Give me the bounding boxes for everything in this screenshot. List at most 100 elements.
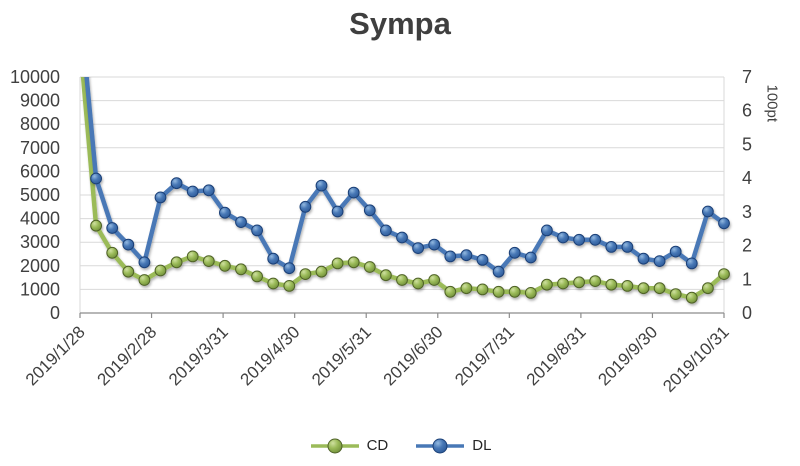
data-point-cd [621, 280, 634, 292]
data-point-dl [380, 224, 392, 237]
data-point-cd [186, 250, 199, 263]
data-point-cd [170, 256, 183, 269]
data-point-dl [122, 238, 135, 251]
data-point-cd [90, 219, 102, 232]
legend-item-cd: CD [309, 437, 389, 454]
gridlines [80, 76, 724, 290]
data-point-cd [154, 264, 167, 277]
data-point-cd [396, 274, 408, 286]
right-axis-tick-label: 4 [742, 168, 752, 188]
series-cd [80, 77, 730, 304]
data-point-cd [347, 256, 360, 269]
x-axis-tick-label: 2019/2/28 [93, 322, 160, 389]
data-point-dl [396, 231, 408, 244]
data-point-dl [315, 179, 328, 192]
data-point-dl [267, 252, 280, 265]
data-point-cd [444, 285, 457, 298]
data-point-dl [685, 257, 698, 270]
right-axis-tick-label: 0 [742, 303, 752, 323]
data-point-dl [476, 254, 489, 266]
data-point-cd [557, 277, 569, 290]
data-point-cd [653, 282, 666, 295]
data-point-dl [202, 184, 215, 197]
right-axis-tick-label: 2 [742, 236, 752, 256]
data-point-cd [541, 278, 553, 291]
left-axis-tick-label: 6000 [20, 161, 60, 181]
x-axis-tick-label: 2019/4/30 [237, 322, 304, 389]
data-point-dl [347, 186, 360, 199]
right-axis-tick-label: 3 [742, 202, 752, 222]
data-point-dl [573, 233, 585, 246]
data-point-cd [219, 259, 231, 272]
left-axis-tick-label: 4000 [20, 209, 60, 229]
data-point-dl [154, 191, 167, 204]
legend-label-dl: DL [472, 437, 492, 454]
data-point-cd [669, 288, 682, 301]
data-point-dl [428, 238, 441, 251]
data-point-cd [428, 274, 441, 286]
left-axis-tick-label: 9000 [20, 91, 60, 111]
data-point-dl [331, 205, 344, 218]
right-axis-tick-label: 6 [742, 101, 752, 121]
right-axis-tick-label: 5 [742, 134, 752, 154]
legend-label-cd: CD [366, 437, 389, 454]
left-axis-tick-label: 1000 [20, 279, 60, 299]
data-point-dl [412, 242, 425, 255]
data-point-dl [492, 265, 505, 278]
data-point-cd [508, 285, 521, 298]
data-point-cd [331, 257, 344, 270]
data-point-dl [524, 251, 537, 264]
data-point-dl [541, 224, 553, 237]
x-axis-tick-label: 2019/7/31 [451, 322, 518, 389]
data-point-dl [621, 241, 634, 253]
data-point-cd [315, 265, 328, 278]
data-point-dl [669, 245, 682, 258]
data-point-cd [299, 268, 312, 281]
right-axis-tick-label: 7 [742, 67, 752, 87]
data-point-cd [605, 278, 618, 291]
data-point-cd [589, 275, 602, 288]
data-point-cd [380, 269, 392, 282]
left-axis-tick-label: 0 [50, 303, 60, 323]
x-axis-tick-label: 2019/3/31 [165, 322, 232, 389]
data-point-cd [235, 263, 247, 276]
data-point-cd [106, 246, 119, 259]
data-point-dl [444, 250, 457, 263]
data-point-dl [106, 222, 119, 234]
data-point-dl [653, 255, 666, 268]
x-axis-tick-label: 2019/10/31 [659, 322, 733, 396]
x-axis-tick-label: 2019/9/30 [594, 322, 661, 389]
data-point-dl [363, 204, 376, 217]
data-point-cd [122, 265, 135, 278]
data-point-dl [299, 200, 312, 213]
data-point-dl [702, 205, 714, 218]
data-point-dl [90, 172, 102, 185]
data-point-dl [170, 177, 183, 190]
left-axis-tick-label: 10000 [10, 67, 60, 87]
chart-legend: CD DL [0, 437, 800, 454]
series-dl [84, 77, 730, 278]
data-point-dl [186, 185, 199, 198]
data-point-dl [605, 241, 618, 253]
data-point-dl [508, 246, 521, 259]
data-point-cd [573, 276, 585, 289]
x-axis-tick-label: 2019/6/30 [380, 322, 447, 389]
data-point-cd [251, 270, 264, 283]
x-axis-tick-label: 2019/5/31 [308, 322, 375, 389]
data-point-dl [460, 249, 473, 262]
left-axis-tick-label: 5000 [20, 185, 60, 205]
data-point-dl [219, 206, 231, 219]
left-axis-tick-label: 2000 [20, 256, 60, 276]
chart-title: Sympa [349, 6, 451, 41]
data-point-cd [685, 291, 698, 304]
data-point-cd [363, 261, 376, 273]
data-point-dl [138, 256, 151, 269]
data-point-cd [718, 268, 730, 281]
data-point-cd [138, 274, 151, 286]
left-axis-tick-label: 7000 [20, 138, 60, 158]
data-point-cd [637, 282, 650, 295]
legend-item-dl: DL [414, 437, 491, 454]
data-point-cd [412, 277, 425, 290]
data-point-dl [557, 231, 569, 244]
